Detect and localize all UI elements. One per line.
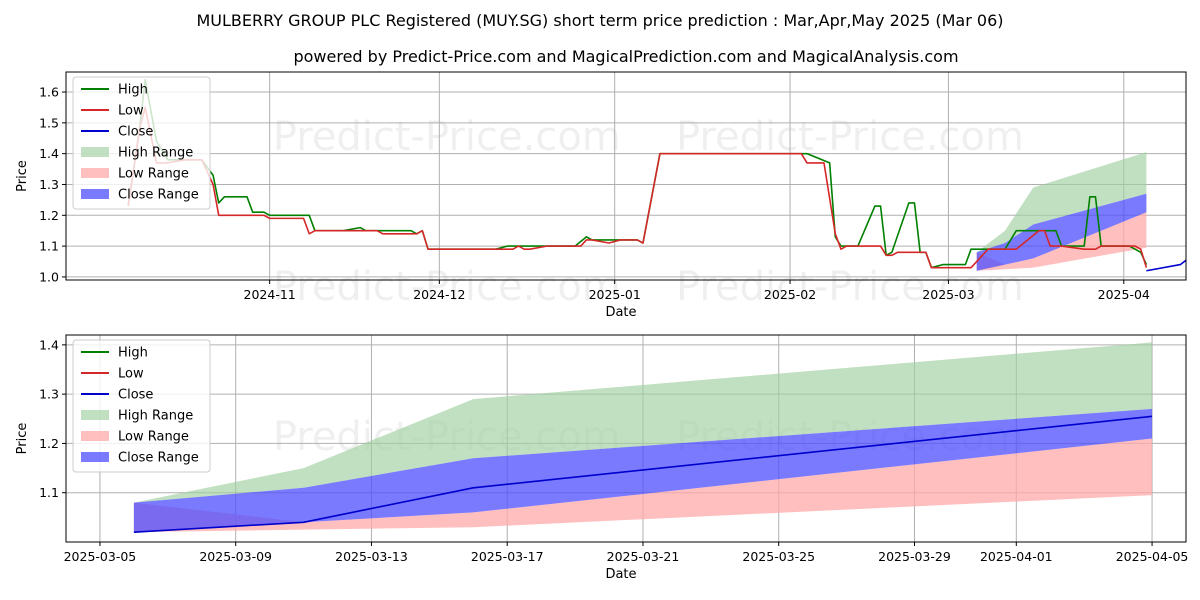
x-tick-label: 2025-03-13 — [335, 549, 408, 564]
y-tick-label: 1.1 — [39, 485, 59, 500]
band-high-range — [133, 342, 1153, 503]
watermark-text: Predict-Price.com — [676, 264, 1024, 310]
series-close-line — [133, 415, 1153, 533]
top-panel: Predict-Price.com Predict-Price.com Predic… — [15, 71, 1187, 320]
legend-label: High Range — [118, 409, 193, 424]
x-tick-label: 2025-01 — [589, 287, 641, 302]
x-tick-label: 2025-03-17 — [471, 549, 544, 564]
legend-label: Close — [118, 388, 153, 403]
y-axis-label: Price — [15, 423, 30, 455]
legend-label: High — [118, 346, 148, 361]
x-tick-label: 2025-02 — [764, 287, 816, 302]
legend-swatch-low-range — [81, 168, 109, 178]
x-tick-label: 2025-03-09 — [199, 549, 272, 564]
legend-label: Close — [118, 125, 153, 140]
legend-label: Close Range — [118, 451, 199, 466]
x-tick-label: 2025-03-25 — [742, 549, 815, 564]
x-axis-label: Date — [605, 567, 636, 582]
legend-swatch-low-range — [81, 431, 109, 441]
series-low-line — [127, 106, 1148, 269]
band-high-range — [976, 152, 1147, 253]
plot-frame — [65, 334, 1187, 543]
legend-label: Close Range — [118, 188, 199, 203]
watermark-text: Predict-Price.com — [273, 114, 621, 160]
legend-label: High — [118, 83, 148, 98]
y-axis-label: Price — [15, 160, 30, 192]
plot-area — [127, 78, 1186, 272]
x-tick-label: 2025-03-05 — [64, 549, 137, 564]
y-tick-label: 1.4 — [39, 146, 59, 161]
y-tick-label: 1.3 — [39, 387, 59, 402]
legend-swatch-close-range — [81, 452, 109, 462]
band-close-range — [976, 193, 1147, 271]
legend-swatch-high-range — [81, 410, 109, 420]
legend-swatch-high-range — [81, 147, 109, 157]
legend-label: Low — [118, 367, 144, 382]
legend-label: Low Range — [118, 430, 189, 445]
x-tick-label: 2025-03-21 — [607, 549, 680, 564]
plot-area — [133, 342, 1153, 533]
x-tick-label: 2025-04-05 — [1116, 549, 1189, 564]
y-tick-label: 1.2 — [39, 208, 59, 223]
bottom-panel: Predict-Price.comPredict-Price.com1.11.2… — [15, 334, 1189, 582]
y-tick-label: 1.2 — [39, 436, 59, 451]
watermark-text: Predict-Price.com — [676, 114, 1024, 160]
legend-label: Low Range — [118, 167, 189, 182]
x-tick-label: 2025-04 — [1098, 287, 1150, 302]
x-axis-label: Date — [605, 305, 636, 320]
legend-label: Low — [118, 104, 144, 119]
x-tick-label: 2024-12 — [413, 287, 465, 302]
watermark-text: Predict-Price.com — [273, 264, 621, 310]
y-tick-label: 1.5 — [39, 115, 59, 130]
y-tick-label: 1.4 — [39, 337, 59, 352]
series-close-line — [1146, 259, 1186, 272]
y-tick-label: 1.3 — [39, 177, 59, 192]
legend-label: High Range — [118, 146, 193, 161]
y-tick-label: 1.1 — [39, 239, 59, 254]
plot-frame — [65, 71, 1187, 281]
legend-swatch-close-range — [81, 189, 109, 199]
chart-title: MULBERRY GROUP PLC Registered (MUY.SG) s… — [197, 11, 1004, 30]
y-tick-label: 1.0 — [39, 269, 59, 284]
x-tick-label: 2025-03 — [922, 287, 974, 302]
chart-subtitle: powered by Predict-Price.com and Magical… — [293, 47, 958, 66]
y-tick-label: 1.6 — [39, 85, 59, 100]
x-tick-label: 2025-04-01 — [980, 549, 1053, 564]
x-tick-label: 2025-03-29 — [878, 549, 951, 564]
x-tick-label: 2024-11 — [244, 287, 296, 302]
